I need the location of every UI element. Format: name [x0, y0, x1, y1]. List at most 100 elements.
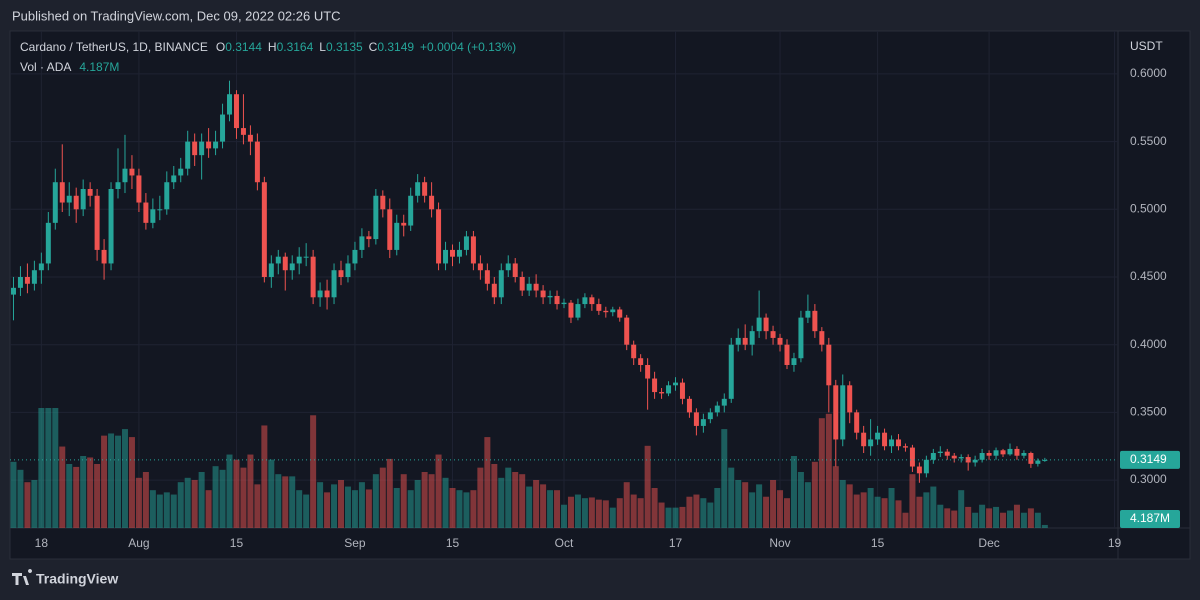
volume-bar	[456, 490, 463, 528]
volume-bar	[679, 506, 686, 528]
candle-body	[394, 222, 400, 250]
volume-bar	[630, 494, 637, 528]
volume-bar	[233, 459, 240, 528]
candle-body	[443, 249, 449, 264]
candle-body	[735, 337, 741, 345]
candle-body	[930, 452, 936, 460]
volume-bar	[937, 504, 944, 528]
candle-body	[875, 432, 881, 440]
candle-body	[101, 249, 107, 264]
volume-bar	[393, 488, 400, 528]
candle-body	[610, 309, 616, 313]
volume-bar	[986, 508, 993, 528]
candle-body	[80, 188, 86, 210]
price-axis-unit: USDT	[1130, 39, 1163, 53]
volume-bar	[714, 488, 721, 528]
volume-bar	[637, 498, 644, 528]
candle-body	[547, 295, 553, 298]
candle-body	[812, 310, 818, 332]
candle-body	[826, 344, 832, 386]
candle-body	[944, 451, 950, 456]
volume-bar	[66, 464, 73, 528]
candle-body	[582, 297, 588, 305]
volume-bar	[310, 415, 317, 528]
candle-body	[1028, 452, 1034, 464]
y-tick-label: 0.3000	[1130, 472, 1167, 486]
volume-bar	[491, 464, 498, 528]
candle-body	[429, 195, 435, 210]
volume-bar	[463, 492, 470, 528]
candle-body	[617, 309, 623, 318]
candle-body	[909, 447, 915, 467]
candle-body	[296, 256, 302, 264]
volume-bar	[526, 486, 533, 528]
volume-bar	[874, 496, 881, 528]
volume-bar	[686, 496, 693, 528]
last-price-label: 0.3149	[1130, 452, 1167, 466]
candle-body	[345, 263, 351, 277]
candle-body	[338, 270, 344, 277]
x-tick-label: Nov	[769, 536, 790, 550]
candle-body	[882, 432, 888, 447]
candle-body	[805, 310, 811, 318]
volume-bar	[770, 480, 777, 528]
volume-bar	[895, 500, 902, 528]
candle-body	[387, 209, 393, 250]
volume-bar	[1006, 510, 1013, 528]
volume-bar	[790, 456, 797, 528]
candle-body	[470, 236, 476, 264]
volume-bar	[365, 489, 372, 528]
high-value: 0.3164	[277, 40, 314, 54]
candle-body	[380, 195, 386, 210]
volume-bar	[554, 490, 561, 528]
candle-body	[895, 439, 901, 447]
candle-body	[240, 128, 246, 135]
candle-body	[422, 182, 428, 196]
volume-bar	[804, 482, 811, 528]
volume-bar	[261, 425, 268, 528]
x-tick-label: 17	[669, 536, 683, 550]
candle-body	[45, 222, 51, 264]
volume-bar	[602, 500, 609, 528]
candle-body	[94, 195, 100, 250]
x-tick-label: 15	[230, 536, 244, 550]
volume-bar	[581, 498, 588, 528]
candle-body	[721, 398, 727, 406]
volume-bar	[317, 482, 324, 528]
candle-body	[958, 457, 964, 459]
volume-bar	[324, 492, 331, 528]
candle-body	[484, 270, 490, 284]
candle-body	[554, 295, 560, 305]
y-tick-label: 0.5500	[1130, 134, 1167, 148]
candle-body	[233, 94, 239, 129]
candle-body	[220, 114, 226, 142]
volume-bar	[198, 472, 205, 528]
volume-bar	[94, 464, 101, 528]
volume-bar	[191, 480, 198, 528]
brand-logo	[12, 569, 33, 585]
volume-bar	[414, 480, 421, 528]
candle-body	[143, 202, 149, 223]
high-label: H	[268, 40, 277, 54]
candle-body	[603, 310, 609, 313]
volume-bar	[644, 445, 651, 528]
candle-body	[331, 270, 337, 298]
x-tick-label: Sep	[344, 536, 366, 550]
volume-bar	[435, 454, 442, 528]
x-tick-label: Oct	[555, 536, 574, 550]
volume-bar	[763, 496, 770, 528]
candle-body	[951, 455, 957, 459]
candle-body	[889, 439, 895, 447]
volume-bar	[902, 512, 909, 528]
candle-body	[310, 256, 316, 298]
volume-bar	[749, 492, 756, 528]
open-label: O	[216, 40, 225, 54]
candle-body	[1035, 460, 1041, 464]
candle-body	[38, 263, 44, 271]
candle-body	[282, 256, 288, 271]
candle-body	[317, 290, 323, 298]
candle-body	[728, 344, 734, 399]
candle-body	[686, 398, 692, 413]
candle-body	[73, 195, 79, 210]
volume-bar	[825, 413, 832, 528]
